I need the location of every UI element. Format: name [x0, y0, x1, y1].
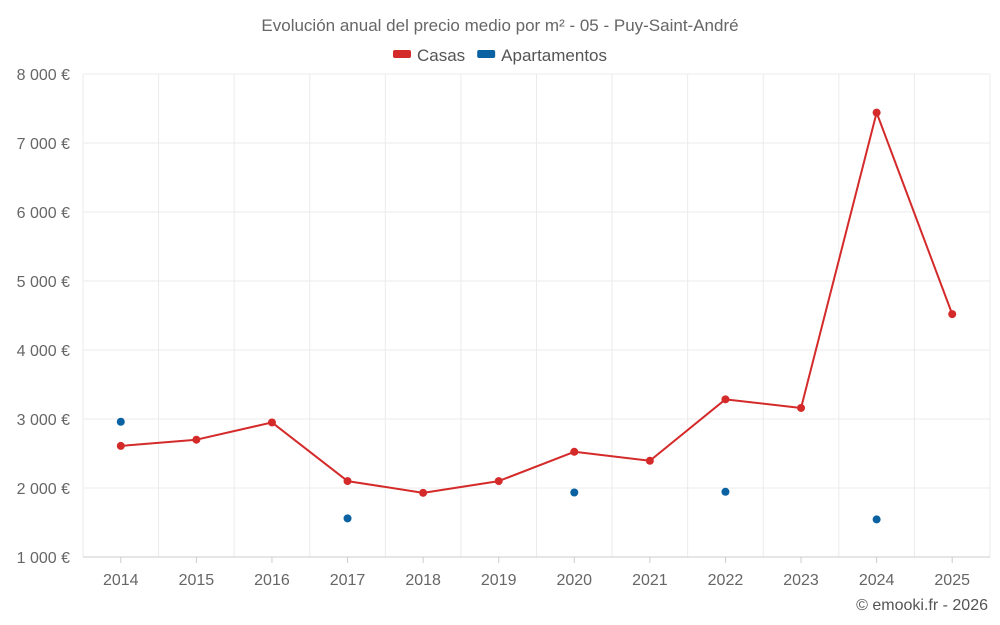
x-tick-label: 2022 [708, 572, 744, 589]
series-layer [116, 108, 957, 524]
data-point-casas-2024[interactable] [872, 108, 881, 117]
y-tick-label: 2 000 € [17, 481, 70, 498]
y-tick-label: 8 000 € [17, 67, 70, 84]
y-tick-label: 7 000 € [17, 136, 70, 153]
y-tick-label: 4 000 € [17, 343, 70, 360]
y-tick-label: 3 000 € [17, 412, 70, 429]
legend[interactable]: Casas Apartamentos [392, 46, 607, 65]
data-point-casas-2021[interactable] [645, 456, 654, 465]
x-tick-label: 2021 [632, 572, 668, 589]
x-tick-label: 2019 [481, 572, 517, 589]
x-tick-label: 2023 [783, 572, 819, 589]
x-tick-label: 2020 [556, 572, 592, 589]
y-tick-label: 6 000 € [17, 205, 70, 222]
x-tick-label: 2016 [254, 572, 290, 589]
chart-title: Evolución anual del precio medio por m² … [261, 16, 738, 35]
legend-label-casas[interactable]: Casas [417, 46, 465, 65]
data-point-casas-2016[interactable] [267, 418, 276, 427]
data-point-apartamentos-2022[interactable] [721, 487, 730, 496]
legend-swatch-casas [392, 50, 411, 58]
data-point-casas-2020[interactable] [570, 447, 579, 456]
legend-label-apartamentos[interactable]: Apartamentos [501, 46, 607, 65]
data-point-casas-2018[interactable] [419, 488, 428, 497]
data-point-casas-2025[interactable] [948, 310, 957, 319]
data-point-apartamentos-2017[interactable] [343, 514, 352, 523]
y-tick-label: 1 000 € [17, 550, 70, 567]
x-tick-label: 2014 [103, 572, 139, 589]
y-axis: 1 000 € 2 000 € 3 000 € 4 000 € 5 000 € 6 000… [17, 67, 70, 567]
credit: © emooki.fr - 2026 [856, 597, 988, 614]
x-tick-label: 2025 [934, 572, 970, 589]
data-point-apartamentos-2024[interactable] [872, 515, 881, 524]
data-point-apartamentos-2020[interactable] [570, 488, 579, 497]
data-point-casas-2019[interactable] [494, 477, 503, 486]
data-point-casas-2023[interactable] [797, 403, 806, 412]
x-tick-label: 2024 [859, 572, 895, 589]
x-axis: 2014 2015 2016 2017 2018 2019 2020 2021 2022 2023… [103, 557, 970, 589]
grid [82, 73, 991, 558]
y-tick-label: 5 000 € [17, 274, 70, 291]
x-tick-label: 2015 [179, 572, 215, 589]
data-point-casas-2022[interactable] [721, 395, 730, 404]
series-line-casas [120, 111, 954, 494]
data-point-casas-2014[interactable] [116, 441, 125, 450]
legend-swatch-apartamentos [477, 50, 496, 58]
x-tick-label: 2017 [330, 572, 366, 589]
data-point-apartamentos-2014[interactable] [116, 417, 125, 426]
data-point-casas-2017[interactable] [343, 477, 352, 486]
data-point-casas-2015[interactable] [192, 435, 201, 444]
x-tick-label: 2018 [405, 572, 441, 589]
